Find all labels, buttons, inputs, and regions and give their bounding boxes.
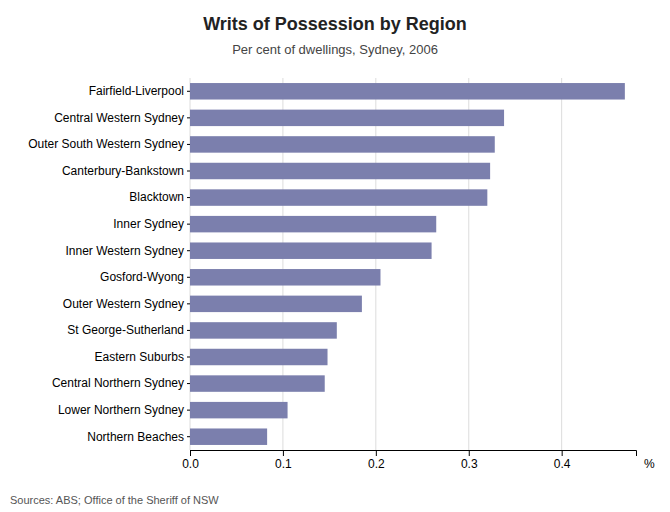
- bars: [190, 83, 625, 445]
- y-tick: Fairfield-Liverpool: [89, 84, 190, 98]
- y-tick-label: Central Northern Sydney: [52, 376, 184, 390]
- x-tick-label: 0.3: [461, 457, 478, 471]
- bar: [190, 269, 380, 285]
- y-tick-mark: [187, 171, 190, 172]
- plot: 0.0 0.1 0.2 0.3 0.4% Northern Beaches Lower No…: [28, 78, 655, 471]
- y-tick: Inner Western Sydney: [65, 244, 190, 258]
- y-tick-label: Inner Sydney: [113, 217, 184, 231]
- bar: [190, 402, 288, 418]
- y-tick: Blacktown: [129, 190, 190, 204]
- y-tick-mark: [187, 91, 190, 92]
- y-tick-mark: [187, 197, 190, 198]
- bar: [190, 242, 432, 258]
- x-tick-label: 0.0: [182, 457, 199, 471]
- y-tick-label: Northern Beaches: [87, 430, 184, 444]
- y-tick: Northern Beaches: [87, 430, 190, 444]
- bar: [190, 322, 337, 338]
- x-tick-label: 0.2: [368, 457, 385, 471]
- bar: [190, 136, 495, 152]
- y-tick: Central Northern Sydney: [52, 376, 190, 390]
- x-tick-label: 0.1: [275, 457, 292, 471]
- y-tick-label: Inner Western Sydney: [65, 244, 184, 258]
- y-tick: Gosford-Wyong: [100, 270, 190, 284]
- x-tick: 0.2: [368, 450, 385, 471]
- y-tick-mark: [187, 410, 190, 411]
- bar: [190, 216, 436, 232]
- bar: [190, 189, 487, 205]
- y-tick-mark: [187, 383, 190, 384]
- bar: [190, 83, 625, 99]
- x-tick-mark: [562, 450, 563, 456]
- bar: [190, 110, 504, 126]
- title: Writs of Possession by Region: [203, 14, 467, 34]
- y-tick-mark: [187, 224, 190, 225]
- y-tick: Central Western Sydney: [54, 111, 190, 125]
- y-tick-mark: [187, 250, 190, 251]
- x-axis-line: [191, 451, 637, 457]
- y-tick: St George-Sutherland: [67, 323, 190, 337]
- y-tick-label: Blacktown: [129, 190, 184, 204]
- y-tick-mark: [187, 357, 190, 358]
- x-tick: 0.0: [182, 450, 199, 471]
- subtitle: Per cent of dwellings, Sydney, 2006: [232, 42, 438, 57]
- y-tick-label: St George-Sutherland: [67, 323, 184, 337]
- x-tick: 0.1: [275, 450, 292, 471]
- source: Sources: ABS; Office of the Sheriff of N…: [10, 494, 219, 506]
- x-axis-label: %: [644, 457, 655, 471]
- grid: [190, 78, 562, 450]
- x-tick: 0.4: [554, 450, 571, 471]
- y-tick: Eastern Suburbs: [95, 350, 190, 364]
- y-tick: Lower Northern Sydney: [58, 403, 190, 417]
- bar: [190, 375, 325, 391]
- x-tick: 0.3: [461, 450, 478, 471]
- y-tick-mark: [187, 330, 190, 331]
- grid-line: [561, 78, 562, 450]
- y-axis: Northern Beaches Lower Northern Sydney Cen…: [28, 84, 190, 443]
- y-tick-label: Canterbury-Bankstown: [62, 164, 184, 178]
- y-tick-label: Fairfield-Liverpool: [89, 84, 184, 98]
- x-tick-mark: [376, 450, 377, 456]
- y-tick-mark: [187, 144, 190, 145]
- y-tick-label: Eastern Suburbs: [95, 350, 184, 364]
- x-tick-mark: [190, 450, 191, 456]
- y-tick-label: Central Western Sydney: [54, 111, 184, 125]
- grid-line: [375, 78, 376, 450]
- y-tick-label: Lower Northern Sydney: [58, 403, 184, 417]
- y-tick-mark: [187, 277, 190, 278]
- bar: [190, 163, 490, 179]
- grid-line: [190, 78, 191, 450]
- y-tick-mark: [187, 117, 190, 118]
- chart: Writs of Possession by Region Per cent of…: [0, 0, 670, 512]
- bar: [190, 296, 362, 312]
- x-tick-mark: [283, 450, 284, 456]
- y-tick: Canterbury-Bankstown: [62, 164, 190, 178]
- y-tick: Inner Sydney: [113, 217, 190, 231]
- y-tick-label: Outer Western Sydney: [63, 297, 184, 311]
- grid-line: [282, 78, 283, 450]
- grid-line: [468, 78, 469, 450]
- bar: [190, 428, 267, 444]
- bar: [190, 349, 328, 365]
- y-tick: Outer South Western Sydney: [28, 137, 190, 151]
- y-tick-label: Outer South Western Sydney: [28, 137, 184, 151]
- y-tick: Outer Western Sydney: [63, 297, 190, 311]
- y-tick-mark: [187, 436, 190, 437]
- x-axis: 0.0 0.1 0.2 0.3 0.4: [182, 450, 636, 471]
- x-tick-label: 0.4: [554, 457, 571, 471]
- y-tick-mark: [187, 303, 190, 304]
- x-tick-mark: [469, 450, 470, 456]
- y-tick-label: Gosford-Wyong: [100, 270, 184, 284]
